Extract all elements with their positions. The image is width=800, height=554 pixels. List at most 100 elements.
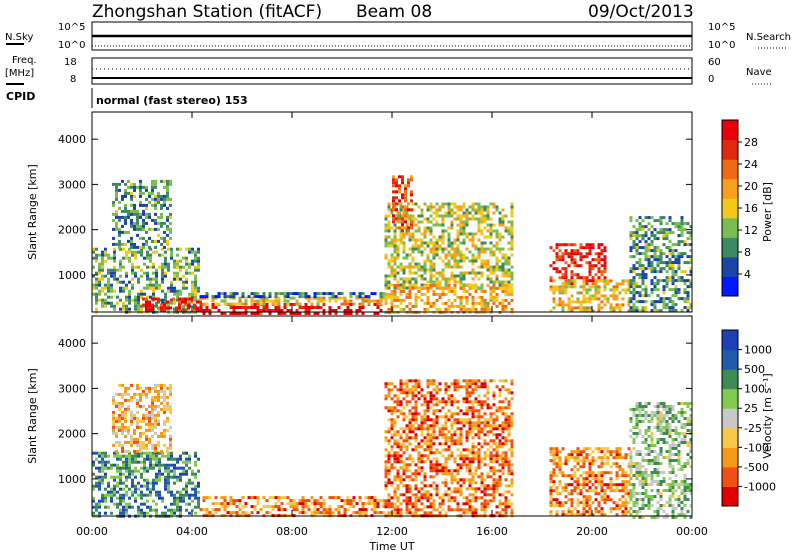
- echo-cell: [170, 247, 173, 251]
- echo-cell: [390, 463, 394, 467]
- echo-cell: [340, 302, 344, 306]
- echo-cell: [656, 264, 660, 268]
- echo-cell: [152, 454, 155, 458]
- echo-cell: [644, 216, 648, 220]
- echo-cell: [408, 307, 412, 311]
- echo-cell: [176, 295, 179, 299]
- echo-cell: [393, 460, 397, 464]
- echo-cell: [127, 386, 130, 390]
- echo-cell: [286, 309, 290, 312]
- echo-cell: [668, 246, 672, 250]
- echo-cell: [450, 394, 454, 398]
- echo-cell: [423, 427, 427, 431]
- echo-cell: [401, 196, 404, 200]
- echo-cell: [555, 498, 559, 502]
- echo-cell: [671, 249, 675, 253]
- echo-cell: [140, 484, 143, 488]
- echo-cell: [169, 446, 172, 450]
- echo-cell: [629, 270, 633, 274]
- echo-cell: [417, 385, 421, 389]
- echo-cell: [477, 253, 481, 257]
- echo-cell: [92, 247, 95, 251]
- echo-cell: [659, 222, 663, 226]
- echo-cell: [148, 419, 151, 423]
- echo-cell: [453, 400, 457, 404]
- echo-cell: [498, 505, 502, 509]
- echo-cell: [438, 469, 442, 473]
- echo-cell: [182, 496, 185, 500]
- echo-cell: [277, 306, 281, 309]
- echo-cell: [465, 223, 469, 227]
- echo-cell: [119, 259, 122, 263]
- echo-cell: [435, 271, 439, 275]
- echo-cell: [408, 454, 412, 458]
- echo-cell: [92, 463, 95, 467]
- echo-cell: [471, 424, 475, 428]
- echo-cell: [98, 253, 101, 257]
- echo-cell: [152, 487, 155, 491]
- echo-cell: [585, 261, 589, 265]
- echo-cell: [689, 279, 693, 283]
- echo-cell: [387, 457, 391, 461]
- echo-cell: [429, 271, 433, 275]
- echo-cell: [408, 499, 412, 503]
- echo-cell: [576, 450, 580, 454]
- echo-cell: [459, 226, 463, 230]
- echo-cell: [358, 496, 362, 500]
- echo-cell: [154, 446, 157, 450]
- echo-cell: [163, 428, 166, 432]
- echo-cell: [507, 427, 511, 431]
- echo-cell: [561, 303, 565, 307]
- echo-cell: [632, 243, 636, 247]
- echo-cell: [492, 286, 496, 290]
- echo-cell: [486, 391, 490, 395]
- echo-cell: [435, 286, 439, 290]
- echo-cell: [130, 422, 133, 426]
- echo-cell: [307, 505, 311, 509]
- echo-cell: [116, 451, 119, 455]
- echo-cell: [92, 511, 95, 515]
- echo-cell: [597, 276, 601, 280]
- echo-cell: [456, 208, 460, 212]
- echo-cell: [151, 428, 154, 432]
- echo-cell: [414, 295, 418, 299]
- echo-cell: [136, 425, 139, 429]
- echo-cell: [504, 505, 508, 509]
- echo-cell: [444, 229, 448, 233]
- echo-cell: [217, 309, 221, 312]
- echo-cell: [393, 235, 397, 239]
- echo-cell: [384, 286, 388, 290]
- echo-cell: [349, 292, 353, 296]
- echo-cell: [158, 283, 161, 287]
- echo-cell: [325, 511, 329, 515]
- echo-cell: [343, 499, 347, 503]
- echo-cell: [92, 484, 95, 488]
- echo-cell: [402, 283, 406, 287]
- echo-cell: [405, 295, 409, 299]
- echo-cell: [289, 502, 293, 506]
- echo-cell: [480, 403, 484, 407]
- echo-cell: [462, 286, 466, 290]
- echo-cell: [495, 406, 499, 410]
- echo-cell: [456, 295, 460, 299]
- echo-cell: [441, 448, 445, 452]
- echo-cell: [570, 294, 574, 298]
- echo-cell: [118, 182, 121, 186]
- echo-cell: [426, 496, 430, 500]
- echo-cell: [133, 221, 136, 225]
- echo-cell: [429, 277, 433, 281]
- echo-cell: [641, 276, 645, 280]
- echo-cell: [483, 424, 487, 428]
- echo-cell: [489, 253, 493, 257]
- echo-cell: [179, 454, 182, 458]
- echo-cell: [438, 496, 442, 500]
- echo-cell: [489, 424, 493, 428]
- echo-cell: [653, 303, 657, 307]
- echo-cell: [298, 292, 302, 296]
- echo-cell: [420, 415, 424, 419]
- echo-cell: [205, 302, 209, 306]
- echo-cell: [185, 487, 188, 491]
- echo-cell: [450, 226, 454, 230]
- echo-cell: [582, 486, 586, 490]
- echo-cell: [154, 194, 157, 198]
